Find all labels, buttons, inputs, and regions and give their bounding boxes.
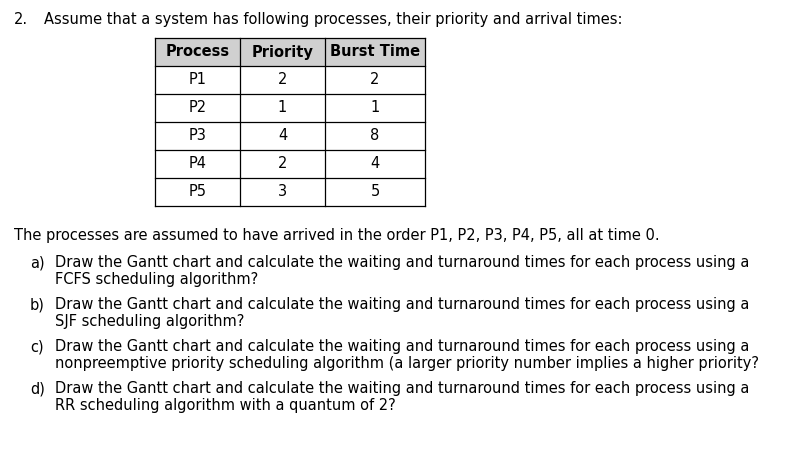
Text: Priority: Priority (251, 44, 313, 60)
Text: P3: P3 (188, 129, 207, 143)
Text: P4: P4 (188, 157, 207, 171)
Text: nonpreemptive priority scheduling algorithm (a larger priority number implies a : nonpreemptive priority scheduling algori… (55, 356, 759, 371)
Text: P1: P1 (188, 72, 207, 88)
Text: 8: 8 (370, 129, 380, 143)
Text: 5: 5 (370, 185, 380, 199)
Text: Draw the Gantt chart and calculate the waiting and turnaround times for each pro: Draw the Gantt chart and calculate the w… (55, 339, 750, 354)
Text: a): a) (30, 255, 45, 270)
Text: c): c) (30, 339, 44, 354)
Text: 1: 1 (370, 100, 380, 116)
Text: 3: 3 (278, 185, 287, 199)
Text: P2: P2 (188, 100, 207, 116)
Text: b): b) (30, 297, 45, 312)
Text: SJF scheduling algorithm?: SJF scheduling algorithm? (55, 314, 244, 329)
Text: 1: 1 (278, 100, 287, 116)
Text: Draw the Gantt chart and calculate the waiting and turnaround times for each pro: Draw the Gantt chart and calculate the w… (55, 255, 750, 270)
Text: 2: 2 (277, 72, 287, 88)
Text: 2: 2 (370, 72, 380, 88)
Text: Draw the Gantt chart and calculate the waiting and turnaround times for each pro: Draw the Gantt chart and calculate the w… (55, 297, 750, 312)
Text: 2: 2 (277, 157, 287, 171)
Text: Burst Time: Burst Time (330, 44, 420, 60)
Text: The processes are assumed to have arrived in the order P1, P2, P3, P4, P5, all a: The processes are assumed to have arrive… (14, 228, 660, 243)
Text: 2.: 2. (14, 12, 28, 27)
Text: Draw the Gantt chart and calculate the waiting and turnaround times for each pro: Draw the Gantt chart and calculate the w… (55, 381, 750, 396)
Bar (155, 38, 425, 66)
Text: d): d) (30, 381, 45, 396)
Text: FCFS scheduling algorithm?: FCFS scheduling algorithm? (55, 272, 258, 287)
Text: 4: 4 (370, 157, 380, 171)
Text: Process: Process (165, 44, 230, 60)
Text: P5: P5 (188, 185, 207, 199)
Text: 4: 4 (278, 129, 287, 143)
Text: RR scheduling algorithm with a quantum of 2?: RR scheduling algorithm with a quantum o… (55, 398, 396, 413)
Text: Assume that a system has following processes, their priority and arrival times:: Assume that a system has following proce… (44, 12, 622, 27)
